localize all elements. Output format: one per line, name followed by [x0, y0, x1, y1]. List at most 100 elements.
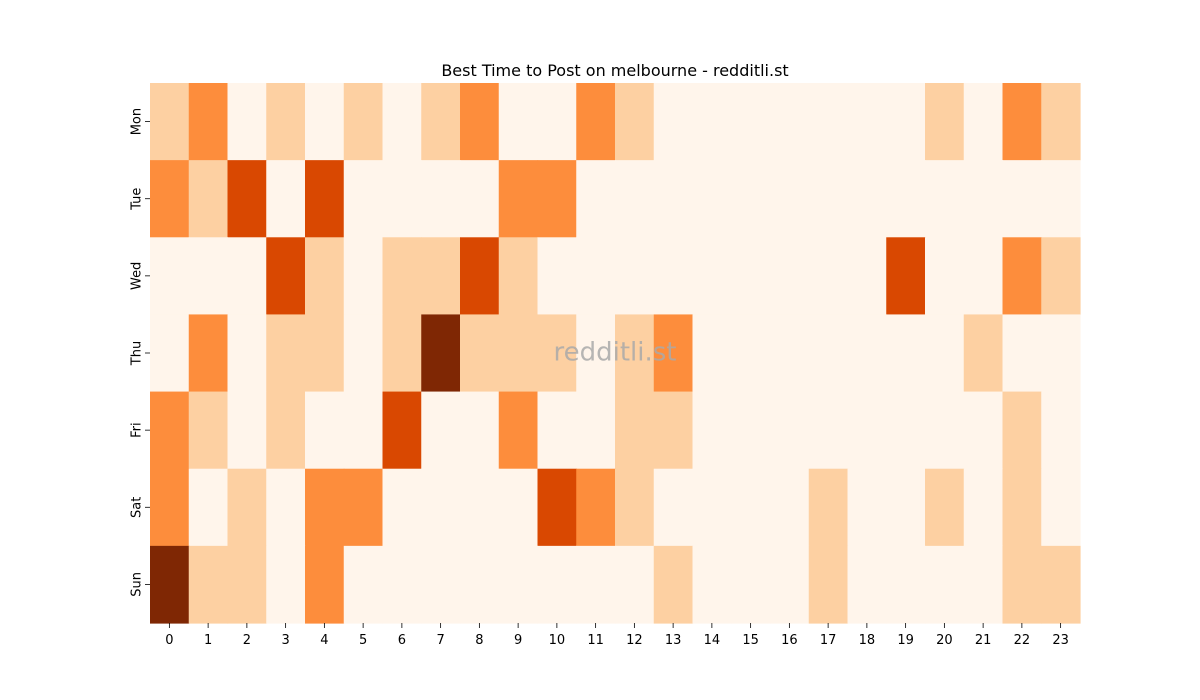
heatmap-cell-fri-13	[653, 391, 694, 470]
heatmap-cell-sat-6	[382, 468, 422, 547]
heatmap-cell-mon-12	[615, 83, 655, 161]
heatmap-cell-sun-11	[576, 545, 616, 624]
heatmap-cell-mon-20	[925, 83, 965, 161]
heatmap-cell-mon-22	[1002, 83, 1042, 161]
heatmap-cell-tue-23	[1041, 160, 1081, 238]
heatmap-cell-sun-6	[382, 545, 422, 624]
heatmap-cell-thu-13	[653, 314, 694, 393]
heatmap-cell-wed-9	[498, 237, 539, 316]
y-tick-label: Thu	[130, 341, 145, 366]
x-tick-label: 17	[820, 633, 837, 648]
heatmap-cell-tue-21	[963, 160, 1004, 238]
heatmap-cell-tue-8	[460, 160, 500, 238]
heatmap-cell-wed-2	[227, 237, 267, 316]
x-tick-label: 5	[359, 633, 367, 648]
heatmap-cell-tue-12	[615, 160, 655, 238]
heatmap-cell-mon-13	[653, 83, 694, 161]
x-tick-label: 20	[936, 633, 953, 648]
heatmap-cell-fri-1	[188, 391, 229, 470]
x-tick-label: 14	[704, 633, 721, 648]
heatmap-cell-sat-3	[266, 468, 306, 547]
heatmap-cell-fri-14	[692, 391, 732, 470]
heatmap-cell-sun-22	[1002, 545, 1042, 624]
heatmap-cell-thu-9	[498, 314, 539, 393]
heatmap-cell-tue-10	[537, 160, 577, 238]
heatmap-cell-wed-8	[460, 237, 500, 316]
heatmap-cell-fri-3	[266, 391, 306, 470]
heatmap-cell-thu-14	[692, 314, 732, 393]
x-tick-label: 10	[549, 633, 566, 648]
heatmap-cell-fri-4	[305, 391, 345, 470]
heatmap-cell-sat-9	[498, 468, 539, 547]
heatmap-cell-mon-7	[421, 83, 461, 161]
x-axis: 0 1 2 3 4 5 6 7 8 9 10 11 12 13 14 15 16 17 18 19 20 21 22 23	[165, 623, 1069, 648]
heatmap-cell-sun-16	[770, 545, 810, 624]
heatmap-cell-thu-6	[382, 314, 422, 393]
heatmap-cell-sat-5	[343, 468, 384, 547]
heatmap-cell-fri-21	[963, 391, 1004, 470]
heatmap-cell-fri-23	[1041, 391, 1081, 470]
x-tick-label: 3	[281, 633, 289, 648]
heatmap-cell-wed-17	[808, 237, 849, 316]
x-tick-label: 23	[1052, 633, 1069, 648]
x-tick-label: 0	[165, 633, 173, 648]
heatmap-cell-sat-19	[886, 468, 926, 547]
heatmap-cell-fri-22	[1002, 391, 1042, 470]
heatmap-cell-wed-19	[886, 237, 926, 316]
heatmap-cell-sun-3	[266, 545, 306, 624]
heatmap-cell-sat-17	[808, 468, 849, 547]
heatmap-cell-fri-8	[460, 391, 500, 470]
heatmap-cell-wed-14	[692, 237, 732, 316]
heatmap-cell-mon-18	[847, 83, 887, 161]
heatmap-cell-thu-1	[188, 314, 229, 393]
heatmap-cell-fri-18	[847, 391, 887, 470]
x-tick-label: 18	[859, 633, 876, 648]
heatmap-cell-sat-4	[305, 468, 345, 547]
x-tick-label: 11	[587, 633, 604, 648]
heatmap-cell-wed-21	[963, 237, 1004, 316]
heatmap-cell-wed-10	[537, 237, 577, 316]
heatmap-cell-fri-15	[731, 391, 771, 470]
x-tick-label: 1	[204, 633, 212, 648]
heatmap-cell-tue-9	[498, 160, 539, 238]
heatmap-cell-wed-12	[615, 237, 655, 316]
heatmap-cell-mon-17	[808, 83, 849, 161]
heatmap-cell-fri-20	[925, 391, 965, 470]
heatmap-cell-mon-6	[382, 83, 422, 161]
heatmap-cell-wed-15	[731, 237, 771, 316]
x-tick-label: 12	[626, 633, 643, 648]
watermark: redditli.st	[554, 338, 677, 368]
heatmap-cell-sun-2	[227, 545, 267, 624]
x-tick-label: 7	[436, 633, 444, 648]
heatmap-cell-sat-14	[692, 468, 732, 547]
heatmap-cell-wed-11	[576, 237, 616, 316]
heatmap-cell-mon-11	[576, 83, 616, 161]
heatmap-cells	[150, 83, 1081, 624]
x-tick-label: 8	[475, 633, 483, 648]
heatmap-cell-sat-13	[653, 468, 694, 547]
heatmap-cell-mon-9	[498, 83, 539, 161]
heatmap-cell-mon-16	[770, 83, 810, 161]
heatmap-cell-tue-1	[188, 160, 229, 238]
heatmap-cell-tue-19	[886, 160, 926, 238]
heatmap-cell-thu-0	[150, 314, 190, 393]
x-tick-label: 6	[398, 633, 406, 648]
heatmap-cell-thu-2	[227, 314, 267, 393]
heatmap-cell-tue-0	[150, 160, 190, 238]
heatmap-cell-mon-0	[150, 83, 190, 161]
heatmap-cell-wed-5	[343, 237, 384, 316]
heatmap-cell-wed-1	[188, 237, 229, 316]
heatmap-cell-tue-14	[692, 160, 732, 238]
heatmap-cell-thu-11	[576, 314, 616, 393]
heatmap-cell-mon-4	[305, 83, 345, 161]
heatmap-cell-fri-9	[498, 391, 539, 470]
heatmap-cell-tue-3	[266, 160, 306, 238]
heatmap-cell-thu-18	[847, 314, 887, 393]
heatmap-cell-sun-20	[925, 545, 965, 624]
heatmap-cell-tue-16	[770, 160, 810, 238]
heatmap-cell-thu-20	[925, 314, 965, 393]
heatmap-cell-sat-2	[227, 468, 267, 547]
heatmap-cell-wed-20	[925, 237, 965, 316]
x-tick-label: 19	[897, 633, 914, 648]
heatmap-cell-sun-9	[498, 545, 539, 624]
